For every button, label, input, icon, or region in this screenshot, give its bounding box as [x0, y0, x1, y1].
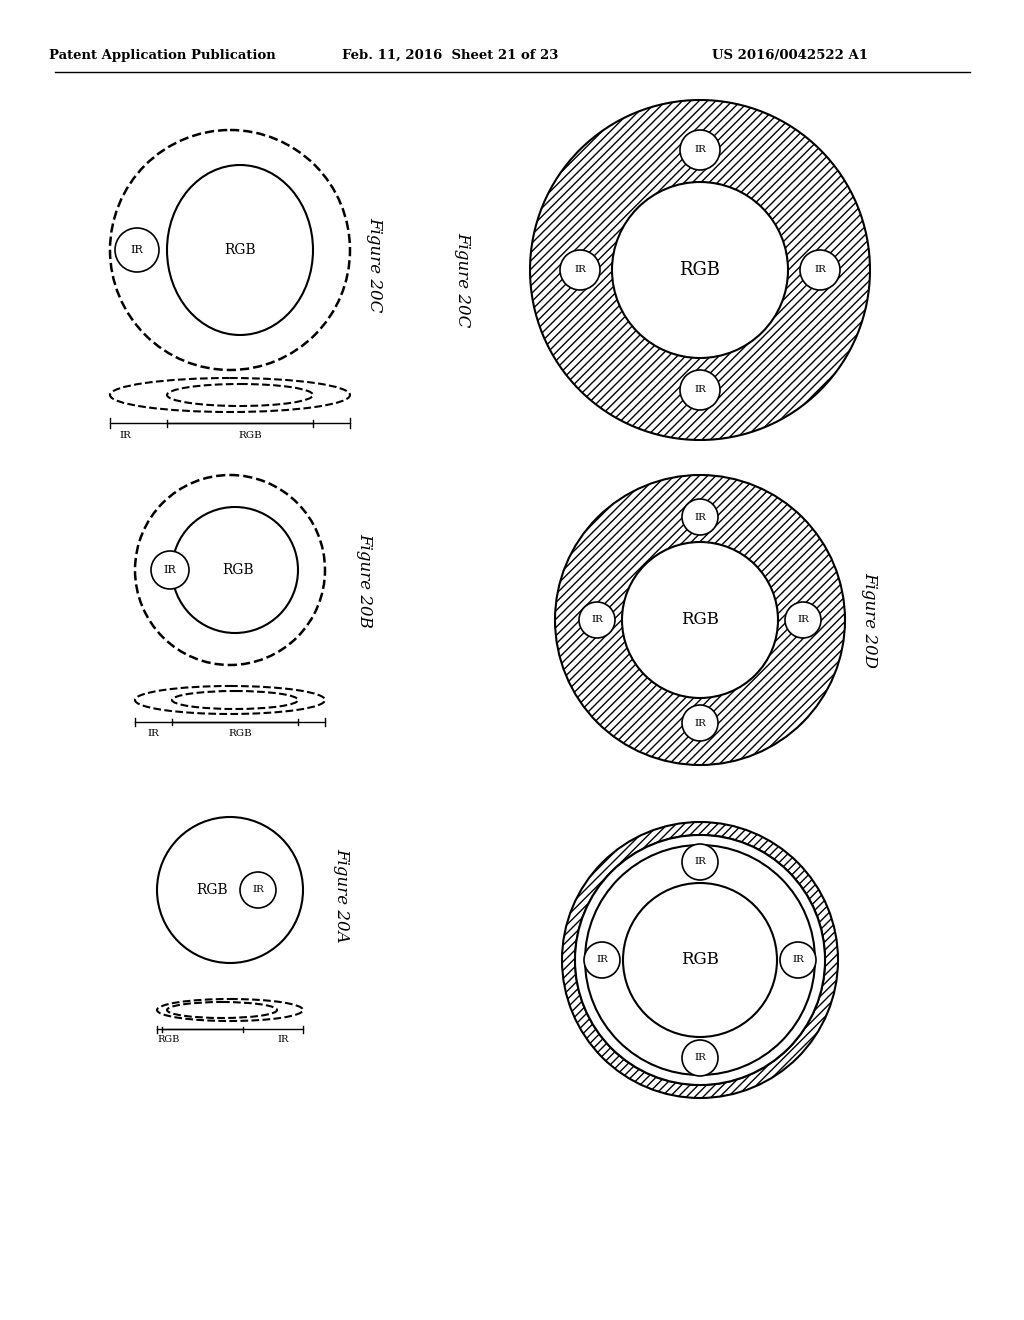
Text: IR: IR: [596, 956, 608, 965]
Text: Patent Application Publication: Patent Application Publication: [48, 49, 275, 62]
Circle shape: [780, 942, 816, 978]
Circle shape: [575, 836, 825, 1085]
Circle shape: [682, 499, 718, 535]
Text: RGB: RGB: [680, 261, 721, 279]
Text: IR: IR: [164, 565, 176, 576]
Circle shape: [623, 883, 777, 1038]
Text: Figure 20B: Figure 20B: [356, 532, 374, 627]
Text: Figure 20C: Figure 20C: [455, 232, 471, 327]
Text: IR: IR: [147, 730, 159, 738]
Text: Figure 20A: Figure 20A: [334, 847, 350, 942]
Circle shape: [584, 942, 620, 978]
Text: IR: IR: [131, 246, 143, 255]
Text: IR: IR: [278, 1035, 289, 1044]
Text: IR: IR: [119, 432, 131, 441]
Text: RGB: RGB: [222, 564, 254, 577]
Circle shape: [682, 843, 718, 880]
Circle shape: [785, 602, 821, 638]
Circle shape: [585, 845, 815, 1074]
Text: RGB: RGB: [228, 730, 252, 738]
Text: IR: IR: [694, 385, 706, 395]
Text: US 2016/0042522 A1: US 2016/0042522 A1: [712, 49, 868, 62]
Circle shape: [157, 817, 303, 964]
Ellipse shape: [167, 165, 313, 335]
Circle shape: [575, 836, 825, 1085]
Text: RGB: RGB: [681, 952, 719, 969]
Text: IR: IR: [694, 858, 706, 866]
Circle shape: [151, 550, 189, 589]
Text: IR: IR: [252, 886, 264, 895]
Circle shape: [115, 228, 159, 272]
Circle shape: [560, 249, 600, 290]
Text: IR: IR: [694, 718, 706, 727]
Text: IR: IR: [591, 615, 603, 624]
Circle shape: [800, 249, 840, 290]
Circle shape: [682, 1040, 718, 1076]
Text: IR: IR: [574, 265, 586, 275]
Circle shape: [680, 129, 720, 170]
Text: RGB: RGB: [197, 883, 227, 898]
Text: RGB: RGB: [224, 243, 256, 257]
Text: IR: IR: [814, 265, 826, 275]
Circle shape: [680, 370, 720, 411]
Text: IR: IR: [694, 512, 706, 521]
Text: IR: IR: [694, 1053, 706, 1063]
Text: Figure 20C: Figure 20C: [367, 218, 384, 313]
Circle shape: [612, 182, 788, 358]
Circle shape: [555, 475, 845, 766]
Circle shape: [562, 822, 838, 1098]
Text: Figure 20D: Figure 20D: [861, 572, 879, 668]
Circle shape: [579, 602, 615, 638]
Circle shape: [172, 507, 298, 634]
Text: RGB: RGB: [239, 432, 262, 441]
Text: IR: IR: [694, 145, 706, 154]
Circle shape: [622, 543, 778, 698]
Text: RGB: RGB: [158, 1035, 180, 1044]
Text: RGB: RGB: [681, 611, 719, 628]
Text: IR: IR: [797, 615, 809, 624]
Text: IR: IR: [792, 956, 804, 965]
Circle shape: [682, 705, 718, 741]
Circle shape: [240, 873, 276, 908]
Circle shape: [530, 100, 870, 440]
Text: Feb. 11, 2016  Sheet 21 of 23: Feb. 11, 2016 Sheet 21 of 23: [342, 49, 558, 62]
